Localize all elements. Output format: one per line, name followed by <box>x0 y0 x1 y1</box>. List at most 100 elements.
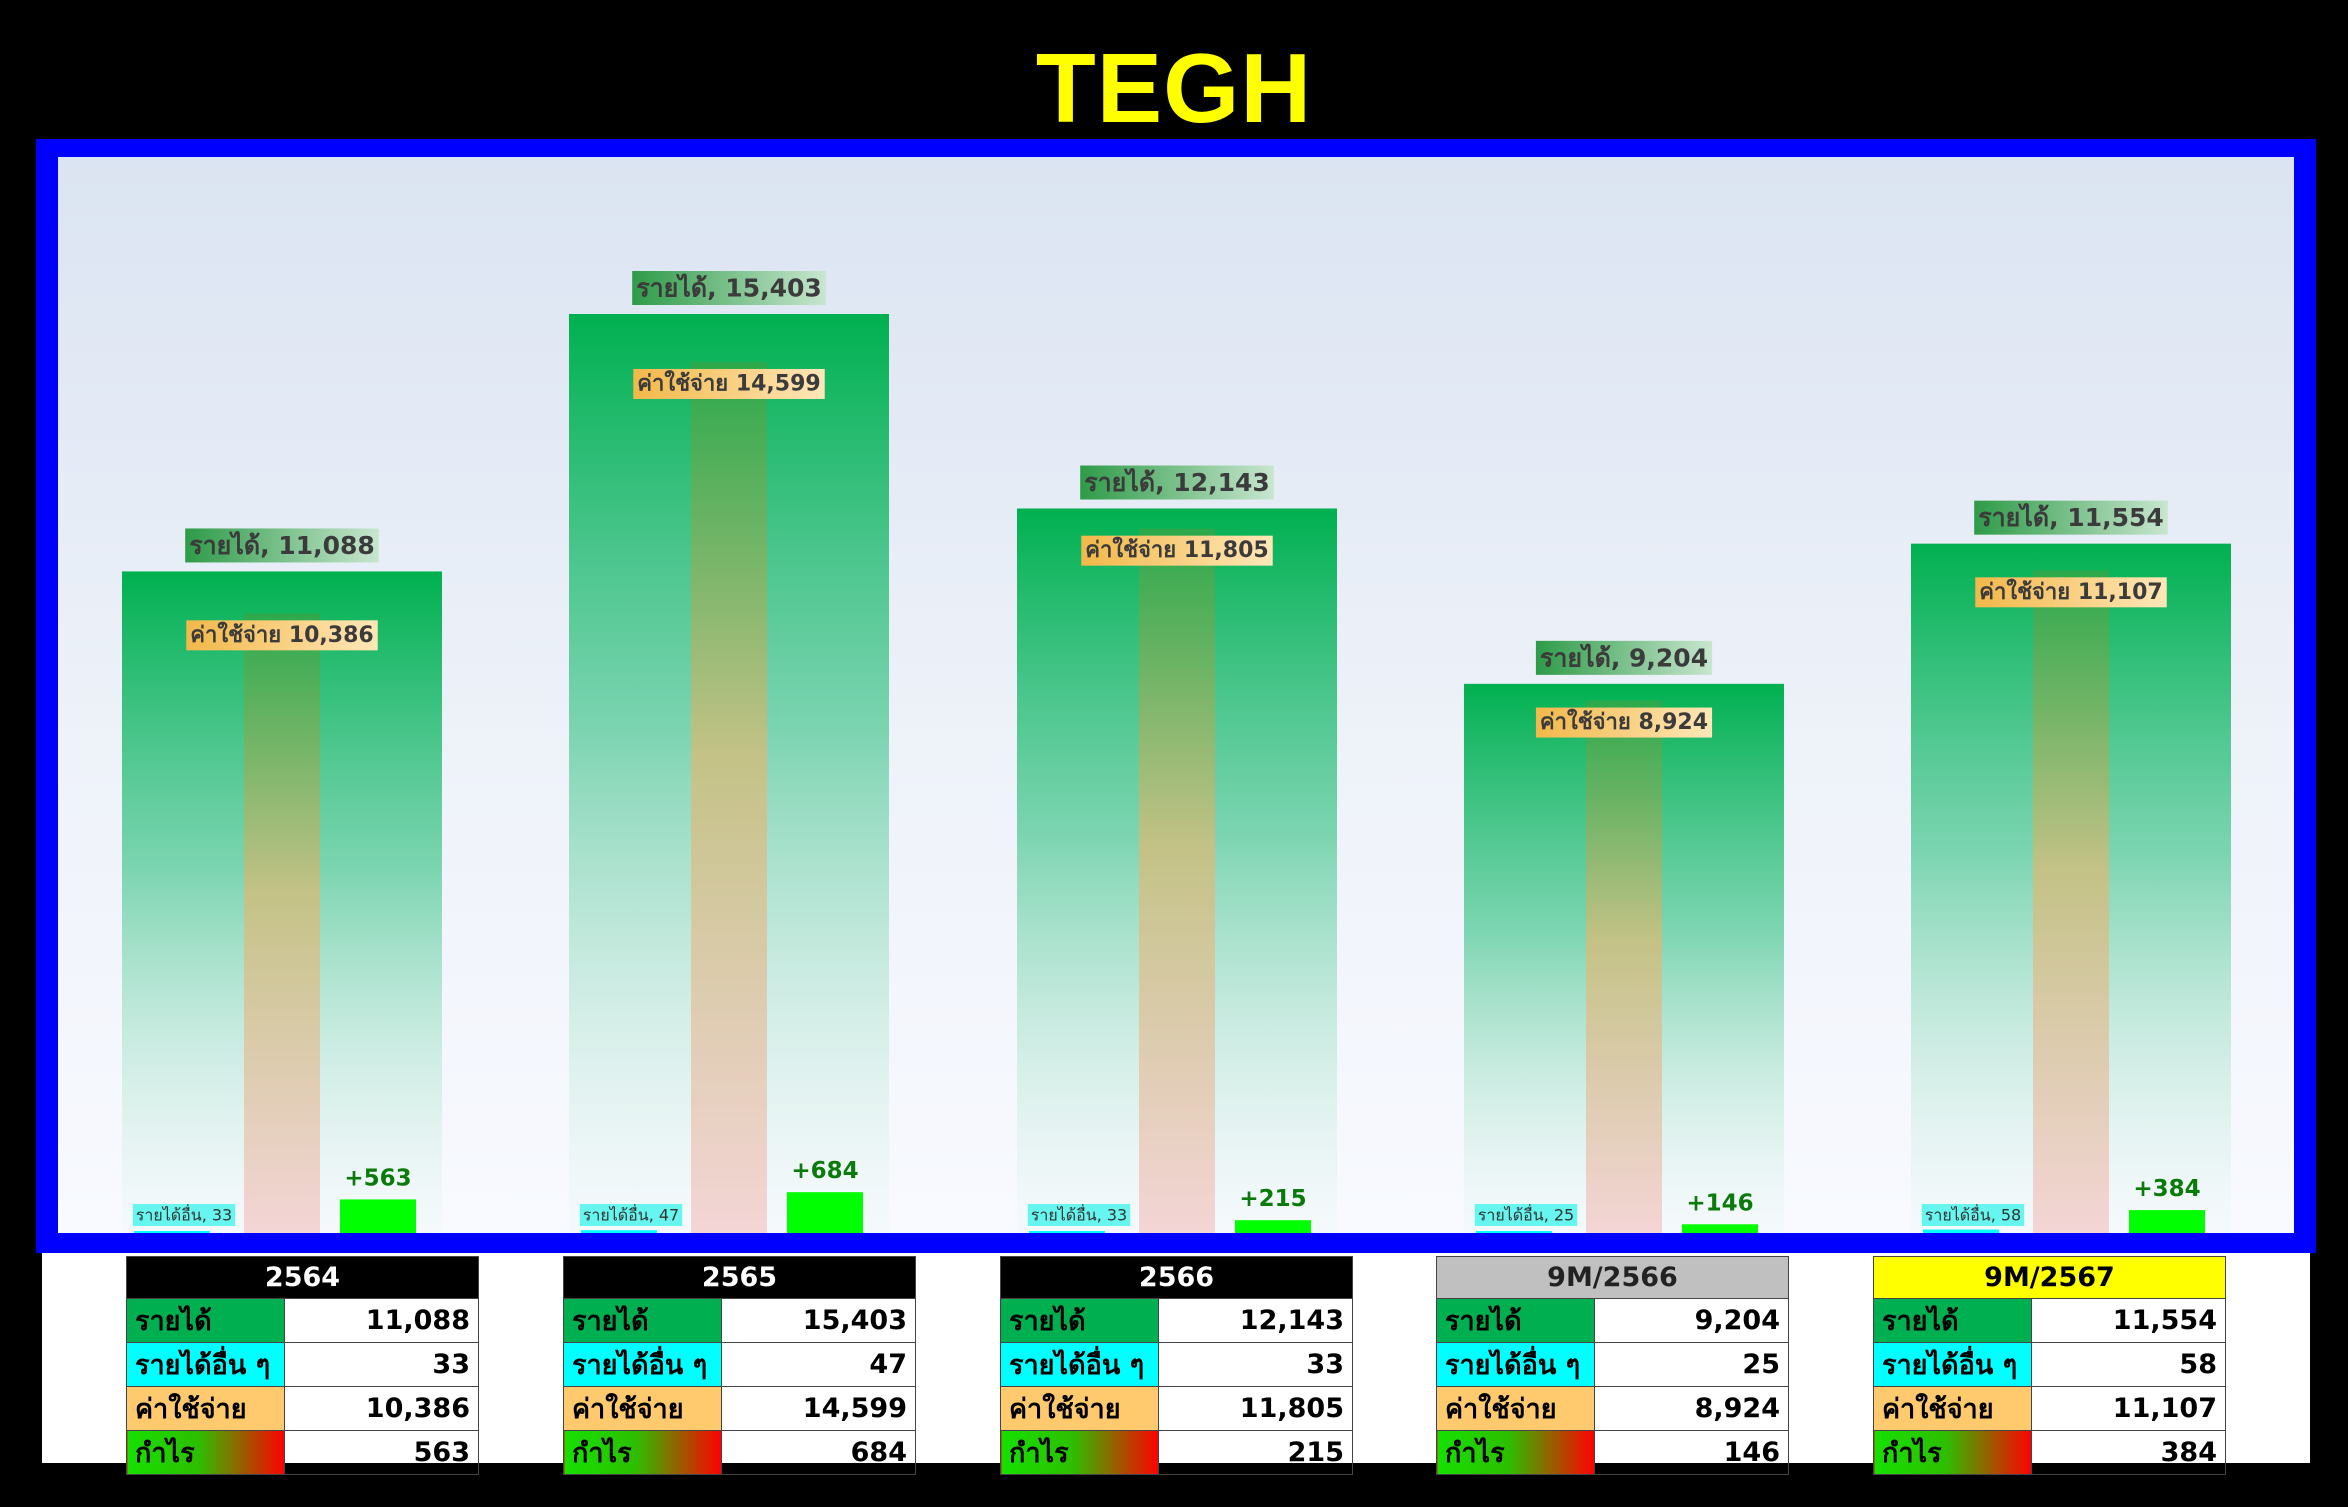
row-label: รายได้ <box>1000 1298 1159 1343</box>
revenue-data-label-text: รายได้, 11,554 <box>1978 502 2164 532</box>
row-value: 12,143 <box>1158 1298 1353 1343</box>
row-label: กำไร <box>126 1430 285 1475</box>
other-income-data-label-box <box>579 1204 683 1226</box>
table-header-row: 2564 <box>126 1256 479 1299</box>
row-label: รายได้ <box>1873 1298 2032 1343</box>
row-label: ค่าใช้จ่าย <box>126 1386 285 1431</box>
table-header-row: 2566 <box>1000 1256 1353 1299</box>
table-row: ค่าใช้จ่าย 11,107 <box>1873 1386 2226 1431</box>
row-label: รายได้อื่น ๆ <box>1873 1342 2032 1387</box>
row-value: 33 <box>1158 1342 1353 1387</box>
summary-table: 2566 รายได้ 12,143 รายได้อื่น ๆ 33 ค่าใช้จ่าย… <box>1000 1256 1353 1475</box>
summary-table: 2564 รายได้ 11,088 รายได้อื่น ๆ 33 ค่าใช้จ่าย… <box>126 1256 479 1475</box>
revenue-data-label-text: รายได้, 12,143 <box>1084 467 1270 497</box>
other-income-data-label-box <box>1027 1204 1131 1226</box>
row-value: 215 <box>1158 1430 1353 1475</box>
row-label: กำไร <box>1436 1430 1595 1475</box>
plot-area: รายได้, 11,088 ค่าใช้จ่าย 10,386 รายได้อื่… <box>58 157 2294 1233</box>
expense-data-label-box <box>1975 577 2167 608</box>
row-label: กำไร <box>1000 1430 1159 1475</box>
table-period-header: 2565 <box>563 1256 916 1299</box>
table-row: ค่าใช้จ่าย 14,599 <box>563 1386 916 1431</box>
expense-bar <box>2033 570 2109 1233</box>
table-row: รายได้อื่น ๆ 47 <box>563 1342 916 1387</box>
row-value: 563 <box>284 1430 479 1475</box>
other-income-bar <box>1029 1231 1105 1233</box>
summary-table: 9M/2566 รายได้ 9,204 รายได้อื่น ๆ 25 ค่าใช้จ่… <box>1436 1256 1789 1475</box>
profit-data-label: +563 <box>344 1165 411 1191</box>
table-row: ค่าใช้จ่าย 10,386 <box>126 1386 479 1431</box>
table-row: รายได้ 11,088 <box>126 1298 479 1343</box>
other-income-data-label-text: รายได้อื่น, 47 <box>583 1204 679 1225</box>
table-row: รายได้อื่น ๆ 25 <box>1436 1342 1789 1387</box>
other-income-data-label-text: รายได้อื่น, 33 <box>1031 1204 1127 1225</box>
expense-bar <box>1139 528 1215 1233</box>
table-row: กำไร 684 <box>563 1430 916 1475</box>
summary-tables: 2564 รายได้ 11,088 รายได้อื่น ๆ 33 ค่าใช้จ่าย… <box>42 1253 2310 1475</box>
table-header-row: 9M/2566 <box>1436 1256 1789 1299</box>
bar-chart: รายได้, 11,088 ค่าใช้จ่าย 10,386 รายได้อื่… <box>122 271 2231 1233</box>
row-label: ค่าใช้จ่าย <box>1000 1386 1159 1431</box>
profit-data-label: +215 <box>1239 1186 1306 1212</box>
other-income-bar <box>134 1231 210 1233</box>
row-value: 9,204 <box>1594 1298 1789 1343</box>
row-value: 384 <box>2031 1430 2226 1475</box>
table-row: รายได้อื่น ๆ 33 <box>126 1342 479 1387</box>
row-label: ค่าใช้จ่าย <box>563 1386 722 1431</box>
revenue-data-label-box <box>1080 465 1274 500</box>
row-label: ค่าใช้จ่าย <box>1873 1386 2032 1431</box>
row-value: 10,386 <box>284 1386 479 1431</box>
row-value: 47 <box>721 1342 916 1387</box>
row-label: รายได้ <box>1436 1298 1595 1343</box>
expense-data-label-text: ค่าใช้จ่าย 8,924 <box>1540 708 1708 735</box>
table-row: รายได้อื่น ๆ 33 <box>1000 1342 1353 1387</box>
row-value: 11,107 <box>2031 1386 2226 1431</box>
row-value: 33 <box>284 1342 479 1387</box>
revenue-data-label-text: รายได้, 11,088 <box>189 530 375 560</box>
profit-bar <box>787 1192 863 1233</box>
row-label: รายได้อื่น ๆ <box>563 1342 722 1387</box>
revenue-data-label-text: รายได้, 9,204 <box>1540 642 1708 672</box>
other-income-data-label-box <box>132 1204 236 1226</box>
profit-bar <box>1235 1220 1311 1233</box>
profit-data-label: +146 <box>1686 1190 1753 1216</box>
row-label: กำไร <box>563 1430 722 1475</box>
table-period-header: 2566 <box>1000 1256 1353 1299</box>
table-row: กำไร 563 <box>126 1430 479 1475</box>
expense-bar <box>691 361 767 1233</box>
row-value: 14,599 <box>721 1386 916 1431</box>
profit-data-label: +384 <box>2133 1176 2200 1202</box>
row-value: 684 <box>721 1430 916 1475</box>
table-period-header: 2564 <box>126 1256 479 1299</box>
summary-table: 2565 รายได้ 15,403 รายได้อื่น ๆ 47 ค่าใช้จ่าย… <box>563 1256 916 1475</box>
table-row: กำไร 146 <box>1436 1430 1789 1475</box>
table-row: รายได้ 12,143 <box>1000 1298 1353 1343</box>
expense-bar <box>244 613 320 1233</box>
table-row: ค่าใช้จ่าย 11,805 <box>1000 1386 1353 1431</box>
row-label: รายได้อื่น ๆ <box>126 1342 285 1387</box>
other-income-data-label-text: รายได้อื่น, 58 <box>1925 1204 2021 1225</box>
expense-data-label-box <box>186 620 378 651</box>
row-label: ค่าใช้จ่าย <box>1436 1386 1595 1431</box>
expense-data-label-text: ค่าใช้จ่าย 11,805 <box>1085 536 1268 563</box>
chart-frame: รายได้, 11,088 ค่าใช้จ่าย 10,386 รายได้อื่… <box>36 139 2316 1253</box>
table-header-row: 2565 <box>563 1256 916 1299</box>
revenue-data-label-box <box>1974 500 2168 535</box>
row-value: 8,924 <box>1594 1386 1789 1431</box>
table-row: ค่าใช้จ่าย 8,924 <box>1436 1386 1789 1431</box>
profit-bar <box>340 1199 416 1233</box>
profit-bar <box>2129 1210 2205 1233</box>
table-row: กำไร 215 <box>1000 1430 1353 1475</box>
other-income-data-label-box <box>1921 1204 2025 1226</box>
row-label: รายได้ <box>126 1298 285 1343</box>
row-value: 146 <box>1594 1430 1789 1475</box>
row-label: รายได้ <box>563 1298 722 1343</box>
row-value: 15,403 <box>721 1298 916 1343</box>
chart-title: TEGH <box>1035 33 1313 143</box>
row-value: 11,554 <box>2031 1298 2226 1343</box>
table-row: รายได้ 15,403 <box>563 1298 916 1343</box>
revenue-data-label-text: รายได้, 15,403 <box>636 273 822 303</box>
row-label: กำไร <box>1873 1430 2032 1475</box>
table-header-row: 9M/2567 <box>1873 1256 2226 1299</box>
other-income-data-label-text: รายได้อื่น, 33 <box>136 1204 232 1225</box>
